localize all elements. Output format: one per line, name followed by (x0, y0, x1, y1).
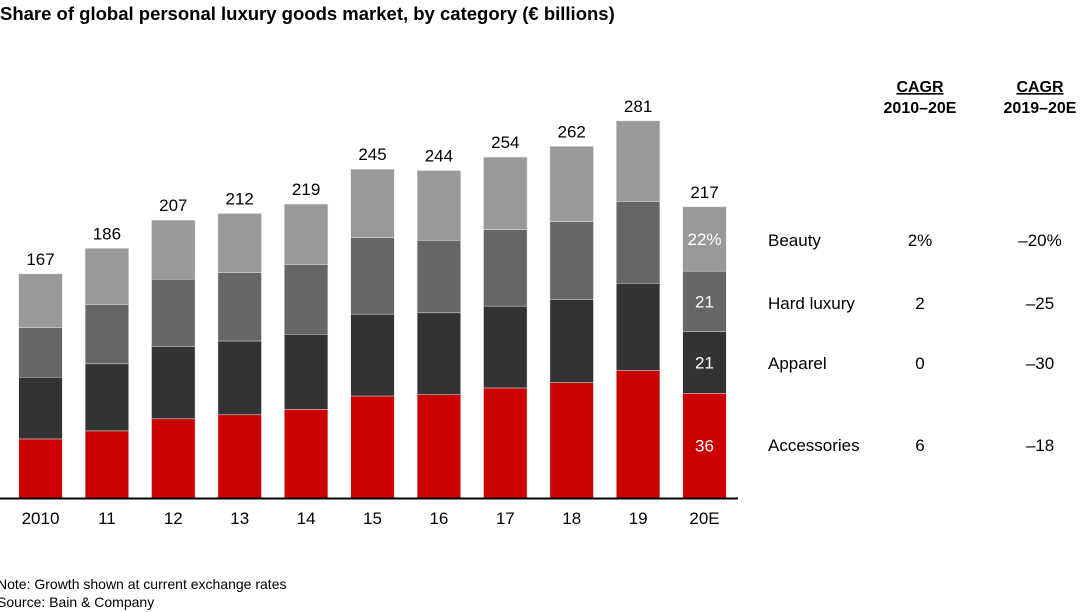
bar-segment-apparel-20E (682, 331, 727, 394)
x-tick-label: 18 (562, 509, 581, 528)
bar-segment-accessories-20E (682, 393, 727, 499)
bar-segment-accessories-19 (616, 370, 661, 499)
cagr-header-period: 2019–20E (1004, 100, 1077, 117)
bar-segment-hard-luxury-19 (616, 201, 661, 284)
total-label-20E: 217 (690, 183, 718, 202)
bar-segment-accessories-15 (350, 395, 395, 499)
bar-segment-accessories-12 (151, 418, 196, 499)
cagr-2010-20e-value: 2 (915, 294, 924, 313)
chart-note: Note: Growth shown at current exchange r… (0, 576, 286, 592)
bar-segment-beauty-16 (416, 170, 461, 241)
x-tick-label: 15 (363, 509, 382, 528)
legend-label-beauty: Beauty (768, 231, 821, 250)
bar-segment-apparel-16 (416, 312, 461, 395)
total-label-19: 281 (624, 97, 652, 116)
bar-segment-apparel-15 (350, 313, 395, 397)
bar-segment-apparel-17 (483, 305, 528, 389)
bar-segment-apparel-19 (616, 283, 661, 371)
x-tick-label: 13 (230, 509, 249, 528)
segment-label-hard-luxury: 21 (695, 292, 714, 311)
x-tick-label: 17 (496, 509, 515, 528)
bar-segment-beauty-12 (151, 219, 196, 280)
total-label-14: 219 (292, 180, 320, 199)
bar-segment-hard-luxury-2010 (18, 327, 63, 378)
bar-segment-beauty-20E (682, 206, 727, 272)
bar-segment-accessories-16 (416, 394, 461, 499)
cagr-2010-20e-value: 0 (915, 354, 924, 373)
x-tick-label: 16 (429, 509, 448, 528)
x-tick-label: 12 (164, 509, 183, 528)
bar-segment-apparel-11 (84, 363, 129, 432)
total-label-17: 254 (491, 133, 519, 152)
bar-segment-hard-luxury-12 (151, 279, 196, 347)
bar-segment-apparel-13 (217, 340, 262, 416)
cagr-2010-20e-value: 6 (915, 436, 924, 455)
bar-segment-hard-luxury-14 (284, 264, 329, 335)
cagr-2019-20e-value: –18 (1026, 436, 1054, 455)
bar-segment-beauty-19 (616, 120, 661, 202)
legend-label-apparel: Apparel (768, 354, 827, 373)
total-label-16: 244 (425, 147, 453, 166)
legend-label-accessories: Accessories (768, 436, 860, 455)
bar-segment-hard-luxury-17 (483, 229, 528, 307)
cagr-header-top: CAGR (896, 79, 944, 96)
bar-segment-beauty-18 (549, 146, 594, 222)
x-tick-label: 2010 (22, 509, 60, 528)
segment-label-apparel: 21 (695, 353, 714, 372)
cagr-2019-20e-value: –30 (1026, 354, 1054, 373)
total-label-12: 207 (159, 196, 187, 215)
bar-segment-apparel-2010 (18, 376, 63, 440)
bar-segment-beauty-13 (217, 213, 262, 273)
x-axis-labels: 2010 11 12 13 14 15 16 17 18 19 20E (22, 509, 720, 528)
bar-segment-accessories-11 (84, 430, 129, 499)
total-label-15: 245 (358, 145, 386, 164)
bar-segment-hard-luxury-13 (217, 272, 262, 342)
bar-segment-hard-luxury-11 (84, 304, 129, 365)
bar-segment-hard-luxury-16 (416, 240, 461, 314)
cagr-table: CAGR 2010–20E CAGR 2019–20E Beauty 2% –20% Hard… (768, 79, 1077, 455)
total-label-18: 262 (558, 122, 586, 141)
legend-label-hard-luxury: Hard luxury (768, 294, 855, 313)
cagr-2019-20e-value: –20% (1018, 231, 1061, 250)
segment-label-beauty: 22% (687, 230, 721, 249)
cagr-2019-20e-value: –25 (1026, 294, 1054, 313)
bar-segment-beauty-15 (350, 168, 395, 238)
bar-segment-apparel-18 (549, 299, 594, 383)
bars-group: 167 186 207 212 219 245 244 254 262 281 36 21 21 22% 2… (18, 97, 727, 499)
x-tick-label: 19 (629, 509, 648, 528)
segment-label-accessories: 36 (695, 437, 714, 456)
bar-segment-hard-luxury-15 (350, 237, 395, 315)
x-tick-label: 11 (98, 509, 116, 528)
bar-segment-beauty-14 (284, 203, 329, 265)
chart-source: Source: Bain & Company (0, 594, 154, 610)
bar-segment-beauty-17 (483, 156, 528, 230)
bar-segment-accessories-17 (483, 387, 528, 499)
bar-segment-accessories-13 (217, 414, 262, 499)
total-label-11: 186 (93, 224, 121, 243)
chart-title: Share of global personal luxury goods ma… (0, 3, 615, 24)
cagr-2010-20e-value: 2% (908, 231, 933, 250)
bar-segment-accessories-14 (284, 409, 329, 499)
total-label-2010: 167 (26, 250, 54, 269)
bar-segment-beauty-11 (84, 248, 129, 306)
bar-segment-hard-luxury-18 (549, 221, 594, 300)
total-label-13: 212 (226, 189, 254, 208)
bar-segment-accessories-18 (549, 382, 594, 499)
cagr-header-top: CAGR (1016, 79, 1064, 96)
x-tick-label: 20E (689, 509, 719, 528)
bar-segment-beauty-2010 (18, 273, 63, 328)
bar-segment-accessories-2010 (18, 438, 63, 499)
cagr-header-period: 2010–20E (884, 100, 957, 117)
bar-segment-apparel-12 (151, 346, 196, 420)
bar-segment-apparel-14 (284, 334, 329, 410)
x-tick-label: 14 (297, 509, 316, 528)
